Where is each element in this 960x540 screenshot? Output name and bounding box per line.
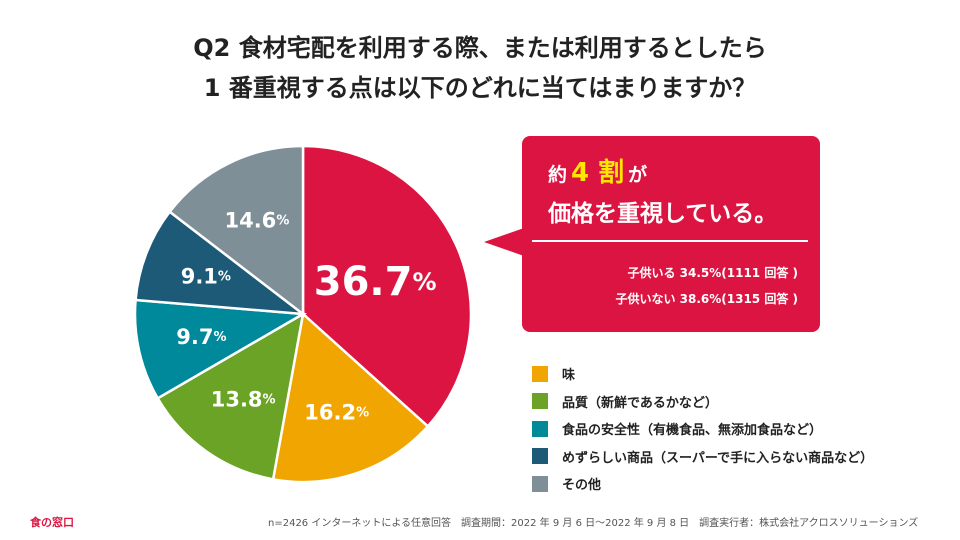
pie-slice bbox=[155, 311, 305, 481]
legend-swatch bbox=[532, 365, 548, 382]
legend-item: 食品の安全性（有機食品、無添加食品など） bbox=[532, 415, 873, 443]
legend-item: その他 bbox=[532, 470, 873, 498]
callout-divider bbox=[532, 240, 808, 242]
pie-slice bbox=[271, 311, 430, 484]
callout-tail bbox=[484, 228, 524, 256]
legend-label: その他 bbox=[562, 478, 602, 494]
legend-swatch bbox=[532, 420, 548, 437]
callout-highlight: 4 割 bbox=[571, 158, 625, 188]
legend: 味 品質（新鮮であるかなど） 食品の安全性（有機食品、無添加食品など） めずらし… bbox=[532, 360, 873, 498]
title-line-1: Q2 食材宅配を利用する際、または利用するとしたら bbox=[193, 34, 767, 62]
callout-sub-with-children: 子供いる 34.5%(1111 回答 ) bbox=[627, 266, 798, 280]
legend-item: 品質（新鮮であるかなど） bbox=[532, 388, 873, 416]
legend-item: めずらしい商品（スーパーで手に入らない商品など） bbox=[532, 443, 873, 471]
legend-item: 味 bbox=[532, 360, 873, 388]
legend-swatch bbox=[532, 475, 548, 492]
legend-swatch bbox=[532, 393, 548, 410]
callout-sub-without-children: 子供いない 38.6%(1315 回答 ) bbox=[615, 292, 798, 306]
legend-swatch bbox=[532, 448, 548, 465]
legend-label: 食品の安全性（有機食品、無添加食品など） bbox=[562, 423, 823, 439]
legend-label: 品質（新鮮であるかなど） bbox=[562, 395, 718, 411]
callout-prefix: 約 bbox=[548, 164, 568, 186]
chart-title: Q2 食材宅配を利用する際、または利用するとしたら 1 番重視する点は以下のどれ… bbox=[0, 28, 960, 108]
callout-main-text: 価格を重視している。 bbox=[548, 201, 778, 227]
legend-label: めずらしい商品（スーパーで手に入らない商品など） bbox=[562, 450, 874, 466]
survey-footnote: n=2426 インターネットによる任意回答 調査期間：2022 年 9 月 6 … bbox=[268, 518, 919, 529]
pie-slice bbox=[167, 144, 305, 317]
pie-slice bbox=[133, 298, 308, 401]
pie-slice bbox=[134, 209, 308, 316]
pie-slice-label: 9.1% bbox=[181, 264, 231, 288]
callout-suffix: が bbox=[628, 164, 648, 186]
pie-slice-label: 13.8% bbox=[211, 387, 276, 411]
brand-logo: 食の窓口 bbox=[30, 516, 74, 529]
pie-slice-label: 16.2% bbox=[304, 401, 369, 425]
legend-label: 味 bbox=[562, 368, 576, 384]
title-line-2: 1 番重視する点は以下のどれに当てはまりますか？ bbox=[203, 74, 757, 102]
pie-slice-label: 36.7% bbox=[314, 259, 437, 305]
pie-slice bbox=[301, 144, 473, 429]
pie-slice-label: 9.7% bbox=[176, 325, 226, 349]
pie-slice-label: 14.6% bbox=[224, 209, 289, 233]
